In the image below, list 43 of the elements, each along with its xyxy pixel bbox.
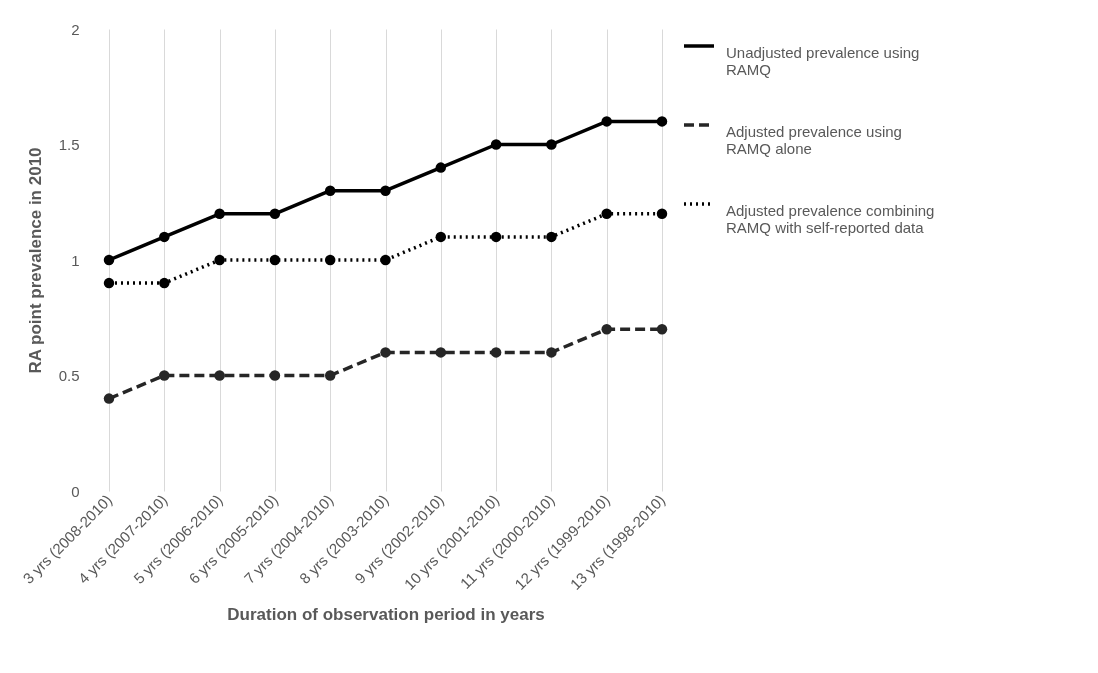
point <box>546 231 557 243</box>
point <box>324 370 336 381</box>
y-tick-label: 1.5 <box>58 136 80 153</box>
y-tick-label: 0 <box>71 482 80 500</box>
point <box>324 254 336 266</box>
point <box>656 208 668 220</box>
point <box>269 254 281 266</box>
point <box>601 208 612 220</box>
point <box>103 277 115 289</box>
point <box>214 370 225 381</box>
x-axis-title: Duration of observation period in years <box>227 604 545 624</box>
legend-label: Adjusted prevalence using RAMQ alone <box>726 123 902 157</box>
point <box>490 347 502 358</box>
point <box>380 185 391 196</box>
point <box>546 139 557 150</box>
y-tick-label: 1 <box>71 251 80 269</box>
legend-label: Unadjusted prevalence using RAMQ <box>726 44 920 78</box>
point <box>490 139 502 150</box>
point <box>159 231 170 243</box>
point <box>435 231 447 243</box>
y-tick-label: 2 <box>71 20 80 38</box>
point <box>269 208 281 220</box>
point <box>159 277 170 289</box>
point <box>159 370 170 381</box>
point <box>546 347 557 358</box>
point <box>380 347 391 358</box>
point <box>656 116 668 127</box>
legend-label: Adjusted prevalence combining RAMQ with self-reported data <box>726 202 935 236</box>
point <box>103 393 115 404</box>
point <box>601 324 612 335</box>
point <box>380 254 391 266</box>
point <box>656 324 668 335</box>
point <box>435 347 447 358</box>
point <box>269 370 281 381</box>
point <box>435 162 447 173</box>
point <box>103 254 115 266</box>
point <box>214 254 225 266</box>
point <box>214 208 225 220</box>
point <box>324 185 336 196</box>
y-tick-label: 0.5 <box>58 367 80 384</box>
point <box>601 116 612 127</box>
point <box>490 231 502 243</box>
y-axis-title: RA point prevalence in 2010 <box>25 147 45 374</box>
